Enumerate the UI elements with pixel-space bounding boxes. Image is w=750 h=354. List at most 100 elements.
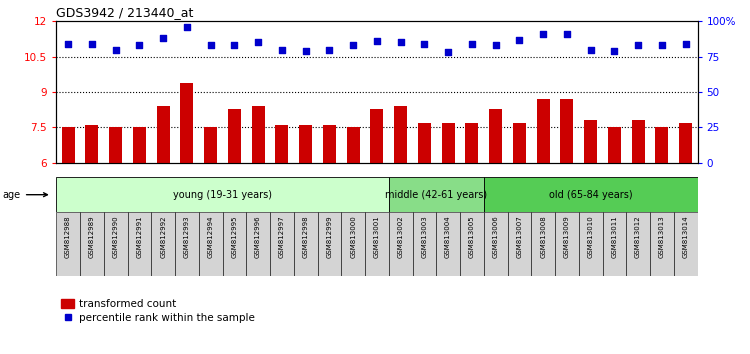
Bar <box>602 212 626 276</box>
Text: GSM812992: GSM812992 <box>160 216 166 258</box>
Text: GSM812988: GSM812988 <box>65 216 71 258</box>
Bar <box>317 212 341 276</box>
Bar <box>246 212 270 276</box>
Text: age: age <box>3 190 47 200</box>
Bar <box>365 212 388 276</box>
Text: GSM813014: GSM813014 <box>682 216 688 258</box>
Text: old (65-84 years): old (65-84 years) <box>549 190 632 200</box>
Text: middle (42-61 years): middle (42-61 years) <box>386 190 488 200</box>
Bar <box>579 212 602 276</box>
Bar <box>418 123 431 163</box>
Bar <box>275 125 289 163</box>
Point <box>181 24 193 30</box>
Bar <box>388 177 484 212</box>
Point <box>62 41 74 47</box>
Point <box>561 31 573 37</box>
Bar <box>109 127 122 163</box>
Bar <box>508 212 531 276</box>
Bar <box>204 127 218 163</box>
Text: GSM813003: GSM813003 <box>422 216 428 258</box>
Legend: transformed count, percentile rank within the sample: transformed count, percentile rank withi… <box>62 299 255 323</box>
Bar <box>152 212 175 276</box>
Bar <box>223 212 246 276</box>
Text: GSM813011: GSM813011 <box>611 216 617 258</box>
Text: GSM813007: GSM813007 <box>516 216 522 258</box>
Text: GSM812998: GSM812998 <box>302 216 309 258</box>
Bar <box>56 177 388 212</box>
Bar <box>251 106 265 163</box>
Text: GSM813013: GSM813013 <box>658 216 664 258</box>
Bar <box>56 212 80 276</box>
Point <box>86 41 98 47</box>
Point <box>205 42 217 48</box>
Point <box>537 31 549 37</box>
Text: GSM812994: GSM812994 <box>208 216 214 258</box>
Text: GSM813005: GSM813005 <box>469 216 475 258</box>
Bar <box>679 123 692 163</box>
Bar <box>341 212 365 276</box>
Point <box>252 40 264 45</box>
Text: GSM812991: GSM812991 <box>136 216 142 258</box>
Bar <box>270 212 294 276</box>
Text: GSM813006: GSM813006 <box>493 216 499 258</box>
Point <box>134 42 146 48</box>
Point <box>490 42 502 48</box>
Bar <box>346 127 360 163</box>
Bar <box>626 212 650 276</box>
Bar <box>489 109 502 163</box>
Point <box>680 41 692 47</box>
Bar <box>157 106 170 163</box>
Point <box>347 42 359 48</box>
Bar <box>442 123 454 163</box>
Bar <box>584 120 597 163</box>
Point <box>632 42 644 48</box>
Text: GSM812999: GSM812999 <box>326 216 332 258</box>
Bar <box>180 82 194 163</box>
Bar <box>555 212 579 276</box>
Bar <box>299 125 312 163</box>
Bar <box>388 212 412 276</box>
Bar <box>531 212 555 276</box>
Bar <box>322 125 336 163</box>
Point <box>466 41 478 47</box>
Bar <box>175 212 199 276</box>
Text: GSM813010: GSM813010 <box>588 216 594 258</box>
Bar <box>62 127 75 163</box>
Bar <box>104 212 128 276</box>
Bar <box>536 99 550 163</box>
Point <box>228 42 240 48</box>
Point <box>299 48 312 54</box>
Point <box>276 47 288 52</box>
Text: GDS3942 / 213440_at: GDS3942 / 213440_at <box>56 6 194 19</box>
Bar <box>80 212 104 276</box>
Point <box>656 42 668 48</box>
Text: GSM813012: GSM813012 <box>635 216 641 258</box>
Bar <box>560 99 574 163</box>
Bar <box>608 127 621 163</box>
Text: young (19-31 years): young (19-31 years) <box>173 190 272 200</box>
Text: GSM813000: GSM813000 <box>350 216 356 258</box>
Text: GSM813002: GSM813002 <box>398 216 404 258</box>
Bar <box>413 212 436 276</box>
Point <box>110 47 122 52</box>
Bar <box>484 177 698 212</box>
Point <box>158 35 170 41</box>
Point <box>323 47 335 52</box>
Bar <box>650 212 674 276</box>
Bar <box>199 212 223 276</box>
Text: GSM813009: GSM813009 <box>564 216 570 258</box>
Bar <box>674 212 698 276</box>
Bar <box>465 123 478 163</box>
Point <box>394 40 406 45</box>
Point <box>608 48 620 54</box>
Text: GSM813001: GSM813001 <box>374 216 380 258</box>
Point <box>370 38 382 44</box>
Bar <box>133 127 146 163</box>
Bar <box>484 212 508 276</box>
Bar <box>656 127 668 163</box>
Point <box>442 50 454 55</box>
Bar <box>436 212 460 276</box>
Text: GSM812997: GSM812997 <box>279 216 285 258</box>
Text: GSM812993: GSM812993 <box>184 216 190 258</box>
Bar <box>228 109 241 163</box>
